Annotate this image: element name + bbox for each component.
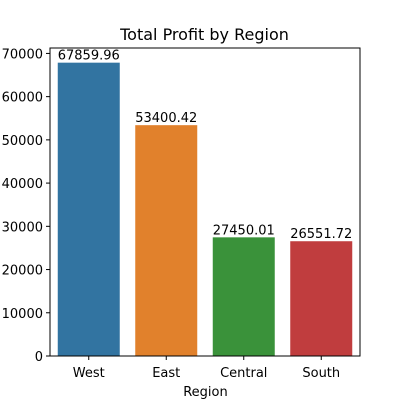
bars-group [57, 62, 353, 357]
y-tick-label: 10000 [2, 307, 43, 322]
y-tick-label: 30000 [2, 220, 43, 235]
bar-south [290, 241, 353, 356]
bar-central [212, 237, 275, 356]
data-label-west: 67859.96 [58, 49, 120, 64]
y-tick-label: 50000 [2, 134, 43, 149]
data-label-east: 53400.42 [135, 111, 197, 126]
y-tick-label: 40000 [2, 177, 43, 192]
bar-west [57, 62, 120, 357]
x-tick-label: Central [220, 366, 267, 381]
x-axis-label: Region [183, 385, 228, 400]
y-tick-label: 20000 [2, 264, 43, 279]
y-tick-label: 0 [35, 350, 43, 365]
y-tick-label: 70000 [2, 47, 43, 62]
x-tick-label: West [73, 366, 105, 381]
data-labels-group: 67859.96 53400.42 27450.01 26551.72 [58, 49, 353, 243]
x-tick-label: East [152, 366, 180, 381]
data-label-south: 26551.72 [290, 227, 352, 242]
y-axis-ticks: 0 10000 20000 30000 40000 50000 60000 70000 [2, 47, 50, 365]
chart-title: Total Profit by Region [119, 25, 289, 44]
data-label-central: 27450.01 [213, 223, 275, 238]
bar-east [135, 125, 198, 356]
y-tick-label: 60000 [2, 91, 43, 106]
plot-frame [49, 47, 361, 357]
x-axis-ticks: West East Central South [73, 356, 340, 381]
x-tick-label: South [302, 366, 340, 381]
